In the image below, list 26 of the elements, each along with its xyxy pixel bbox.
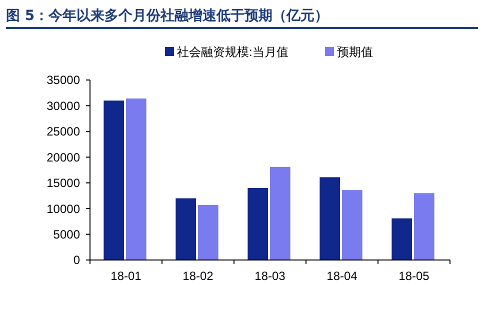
y-tick-label: 20000	[46, 150, 80, 164]
bar	[126, 98, 146, 260]
legend-label: 预期值	[337, 45, 373, 59]
bar	[342, 190, 362, 260]
y-tick-label: 30000	[46, 98, 80, 113]
bar	[320, 177, 340, 260]
bar	[198, 204, 218, 260]
x-tick-label: 18-05	[398, 269, 430, 283]
bar	[392, 218, 412, 260]
y-tick-label: 15000	[46, 176, 80, 190]
bar	[414, 193, 434, 260]
y-tick-label: 0	[73, 253, 80, 268]
x-tick-label: 18-03	[254, 269, 286, 283]
x-tick-label: 18-04	[326, 269, 358, 283]
bar	[104, 100, 124, 260]
chart-title: 图 5：今年以来多个月份社融增速低于预期（亿元）	[6, 8, 329, 24]
y-tick-label: 5000	[53, 227, 80, 242]
bar	[248, 188, 268, 260]
bar	[270, 166, 290, 260]
legend-label: 社会融资规模:当月值	[177, 45, 288, 59]
y-tick-label: 35000	[46, 73, 80, 88]
y-tick-label: 10000	[46, 202, 80, 216]
y-tick-label: 25000	[46, 124, 80, 139]
x-tick-label: 18-02	[182, 269, 214, 283]
x-tick-label: 18-01	[110, 269, 142, 283]
bar	[176, 198, 196, 260]
